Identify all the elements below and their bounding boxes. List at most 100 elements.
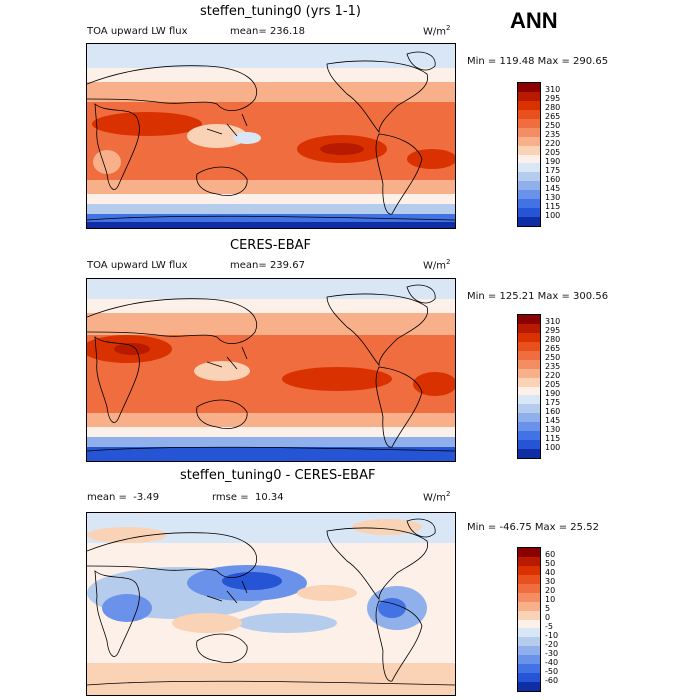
- panel3-tick: 40: [545, 568, 556, 577]
- panel1-mean: mean= 236.18: [230, 26, 305, 37]
- colorbar-swatch: [518, 404, 540, 414]
- colorbar-swatch: [518, 100, 540, 110]
- panel1-colorbar: [517, 82, 541, 227]
- antarctica-outline: [87, 446, 455, 452]
- colorbar-swatch: [518, 556, 540, 566]
- colorbar-swatch: [518, 145, 540, 155]
- panel3-tick: -20: [545, 640, 559, 649]
- panel2-tick: 160: [545, 407, 561, 416]
- greenland-outline: [406, 518, 436, 538]
- panel3-colorbar: [517, 547, 541, 692]
- panel3-coastlines: [87, 518, 455, 686]
- colorbar-swatch: [518, 154, 540, 164]
- africa-outline: [94, 570, 140, 657]
- colorbar-swatch: [518, 395, 540, 405]
- panel3-tick: 10: [545, 595, 556, 604]
- colorbar-swatch: [518, 217, 540, 226]
- panel3-tick: 5: [545, 604, 551, 613]
- panel1-tick: 265: [545, 112, 561, 121]
- greenland-outline: [406, 51, 436, 71]
- panel3-rmse: rmse = 10.34: [212, 492, 284, 503]
- panel2-mean: mean= 239.67: [230, 260, 305, 271]
- colorbar-swatch: [518, 440, 540, 450]
- panel1-tick: 160: [545, 175, 561, 184]
- panel2-units: W/m2: [423, 258, 451, 272]
- panel1-tick: 115: [545, 202, 561, 211]
- colorbar-swatch: [518, 163, 540, 173]
- colorbar-swatch: [518, 368, 540, 378]
- south-america-outline: [375, 600, 423, 682]
- panel2-colorbar: [517, 314, 541, 459]
- eurasia-outline: [87, 298, 257, 344]
- panel3-tick: -40: [545, 658, 559, 667]
- colorbar-swatch: [518, 190, 540, 200]
- panel1-antarctic-band: [87, 222, 455, 228]
- panel2-tick: 145: [545, 416, 561, 425]
- panel1-map: [86, 43, 456, 229]
- panel1-tick: 145: [545, 184, 561, 193]
- colorbar-swatch: [518, 637, 540, 647]
- panel3-tick: 20: [545, 586, 556, 595]
- panel1-tick: 205: [545, 148, 561, 157]
- colorbar-swatch: [518, 109, 540, 119]
- panel1-tick: 130: [545, 193, 561, 202]
- panel3-title: steffen_tuning0 - CERES-EBAF: [180, 468, 376, 483]
- panel3-map: [86, 512, 456, 696]
- maritime-continent-outline: [206, 113, 248, 137]
- panel1-minmax: Min = 119.48 Max = 290.65: [467, 56, 609, 67]
- maritime-continent-outline: [206, 580, 248, 604]
- colorbar-swatch: [518, 315, 540, 324]
- panel2-tick: 130: [545, 425, 561, 434]
- colorbar-swatch: [518, 350, 540, 360]
- south-america-outline: [375, 133, 423, 215]
- panel2-mean-value: 239.67: [269, 260, 305, 271]
- africa-outline: [94, 103, 140, 190]
- north-america-outline: [326, 293, 428, 367]
- panel1-tick: 190: [545, 157, 561, 166]
- africa-outline: [94, 336, 140, 423]
- panel2-minmax: Min = 125.21 Max = 300.56: [467, 291, 609, 302]
- panel1-tick: 175: [545, 166, 561, 175]
- panel1-coastlines: [87, 51, 455, 221]
- eurasia-outline: [87, 65, 257, 111]
- panel1-tick: 295: [545, 94, 561, 103]
- panel3-tick: -5: [545, 622, 553, 631]
- panel2-arctic-band: [87, 279, 455, 299]
- colorbar-swatch: [518, 628, 540, 638]
- colorbar-swatch: [518, 83, 540, 92]
- colorbar-swatch: [518, 208, 540, 218]
- colorbar-swatch: [518, 646, 540, 656]
- panel2-antarctic-band: [87, 447, 455, 461]
- australia-outline: [196, 166, 248, 196]
- colorbar-swatch: [518, 136, 540, 146]
- colorbar-swatch: [518, 655, 540, 665]
- north-america-outline: [326, 60, 428, 134]
- panel1-tick: 250: [545, 121, 561, 130]
- eurasia-outline: [87, 532, 257, 578]
- panel3-mean: mean = -3.49: [87, 492, 160, 503]
- colorbar-swatch: [518, 610, 540, 620]
- colorbar-swatch: [518, 127, 540, 137]
- colorbar-swatch: [518, 565, 540, 575]
- panel2-tick: 175: [545, 398, 561, 407]
- panel1-tick: 100: [545, 211, 561, 220]
- panel3-minmax: Min = -46.75 Max = 25.52: [467, 522, 599, 533]
- panel2-tick: 250: [545, 353, 561, 362]
- panel2-title: CERES-EBAF: [230, 238, 311, 253]
- colorbar-swatch: [518, 431, 540, 441]
- colorbar-swatch: [518, 422, 540, 432]
- colorbar-swatch: [518, 548, 540, 557]
- colorbar-swatch: [518, 592, 540, 602]
- colorbar-swatch: [518, 341, 540, 351]
- panel1-tick: 235: [545, 130, 561, 139]
- panel3-tick: 30: [545, 577, 556, 586]
- panel2-warm-pool: [194, 361, 250, 381]
- colorbar-swatch: [518, 601, 540, 611]
- colorbar-swatch: [518, 377, 540, 387]
- panel2-tick: 205: [545, 380, 561, 389]
- greenland-outline: [406, 284, 436, 304]
- panel1-tick: 220: [545, 139, 561, 148]
- panel3-tick: 0: [545, 613, 551, 622]
- colorbar-swatch: [518, 574, 540, 584]
- panel3-mean-value: -3.49: [133, 492, 160, 503]
